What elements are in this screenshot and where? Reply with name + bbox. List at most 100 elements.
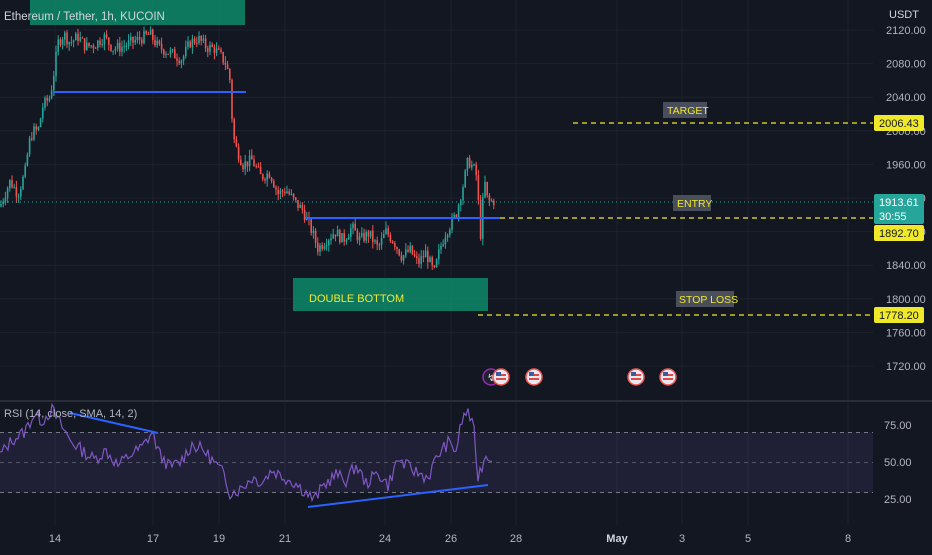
candle-body <box>266 173 268 181</box>
rsi-title[interactable]: RSI (14, close, SMA, 14, 2) <box>4 408 137 420</box>
candle-body <box>59 39 62 45</box>
candle-body <box>207 48 209 52</box>
candle-body <box>363 233 365 241</box>
candle-body <box>394 242 396 248</box>
candle-body <box>367 231 370 237</box>
candle-body <box>226 64 229 69</box>
rsi-axis[interactable]: 75.00 50.00 25.00 <box>884 420 912 506</box>
candle-body <box>235 139 238 147</box>
candle-body <box>158 40 161 44</box>
candle-body <box>97 40 99 49</box>
candle-body <box>53 75 55 91</box>
candle-body <box>438 249 440 260</box>
candle-body <box>196 42 198 44</box>
candle-body <box>202 38 205 41</box>
candle-body <box>297 200 299 208</box>
time-tick-label: 24 <box>379 533 391 545</box>
price-tick-label: 1720.00 <box>886 361 926 373</box>
price-tick-label: 1760.00 <box>886 327 926 339</box>
symbol-title[interactable]: Ethereum / Tether, 1h, KUCOIN <box>4 11 165 23</box>
double-bottom-label: DOUBLE BOTTOM <box>309 293 404 305</box>
candle-body <box>6 188 9 198</box>
price-tick-label: 1840.00 <box>886 260 926 272</box>
candle-body <box>167 53 169 55</box>
candle-body <box>378 244 381 246</box>
candle-body <box>442 244 444 246</box>
candle-body <box>391 241 394 243</box>
top-range-box <box>30 0 245 25</box>
candle-body <box>145 31 147 34</box>
candle-body <box>334 234 337 237</box>
candle-body <box>37 126 40 130</box>
us-flag-event-icon[interactable] <box>659 368 677 386</box>
candle-body <box>372 230 374 242</box>
candle-body <box>490 200 493 202</box>
candle-body <box>75 33 77 41</box>
candle-body <box>457 205 460 218</box>
candle-body <box>31 138 33 140</box>
candle-body <box>347 236 350 240</box>
candle-body <box>387 228 389 235</box>
current-price-tag: 1913.61 30:55 <box>874 194 924 224</box>
candle-body <box>468 157 471 168</box>
candle-body <box>292 193 295 198</box>
candle-body <box>246 161 249 167</box>
candle-body <box>407 249 409 252</box>
target-label: TARGET <box>667 105 709 117</box>
time-tick-label: 17 <box>147 533 159 545</box>
candle-body <box>453 214 455 217</box>
us-flag-event-icon[interactable] <box>627 368 645 386</box>
candle-body <box>317 242 319 252</box>
candle-body <box>248 155 251 167</box>
candle-body <box>24 165 26 177</box>
stop-loss-price-tag: 1778.20 <box>874 307 924 323</box>
candle-body <box>433 265 436 267</box>
candle-body <box>125 45 128 47</box>
svg-text:1892.70: 1892.70 <box>879 228 919 240</box>
candle-body <box>33 126 35 140</box>
time-tick-label: 14 <box>49 533 61 545</box>
candle-body <box>66 32 68 45</box>
candle-body <box>55 51 57 76</box>
time-axis[interactable]: 14 17 19 21 24 26 28 May 3 5 8 <box>49 533 851 545</box>
rsi-line <box>0 402 493 503</box>
us-flag-event-icon[interactable] <box>492 368 510 386</box>
candle-body <box>17 196 20 198</box>
rsi-tick-50: 50.00 <box>884 457 912 469</box>
candle-body <box>374 240 376 242</box>
candle-body <box>57 39 59 52</box>
candle-body <box>147 33 150 35</box>
candle-body <box>169 50 172 55</box>
candle-body <box>0 203 2 207</box>
candle-countdown: 30:55 <box>879 211 907 223</box>
candle-body <box>356 230 359 241</box>
candle-body <box>116 42 119 49</box>
candle-body <box>154 39 156 46</box>
candle-body <box>72 40 75 43</box>
candle-body <box>182 56 185 61</box>
candle-body <box>477 175 480 200</box>
candle-body <box>449 229 451 235</box>
candle-body <box>99 40 101 45</box>
candle-body <box>405 249 407 256</box>
candle-body <box>185 46 187 57</box>
time-tick-label: 19 <box>213 533 225 545</box>
candle-body <box>396 247 398 250</box>
candle-body <box>110 44 112 51</box>
candle-body <box>233 119 235 140</box>
candle-body <box>174 49 176 59</box>
candle-body <box>435 259 438 267</box>
candle-body <box>413 254 416 257</box>
candle-body <box>22 176 24 190</box>
candle-body <box>44 97 46 108</box>
candle-body <box>79 37 81 41</box>
rsi-bearish-trendline[interactable] <box>69 412 159 434</box>
candle-body <box>171 49 174 51</box>
candle-body <box>286 191 288 194</box>
candle-body <box>345 239 348 242</box>
us-flag-event-icon[interactable] <box>525 368 543 386</box>
candle-body <box>81 37 84 39</box>
candle-body <box>4 197 7 202</box>
rsi-bullish-trendline[interactable] <box>307 484 489 508</box>
